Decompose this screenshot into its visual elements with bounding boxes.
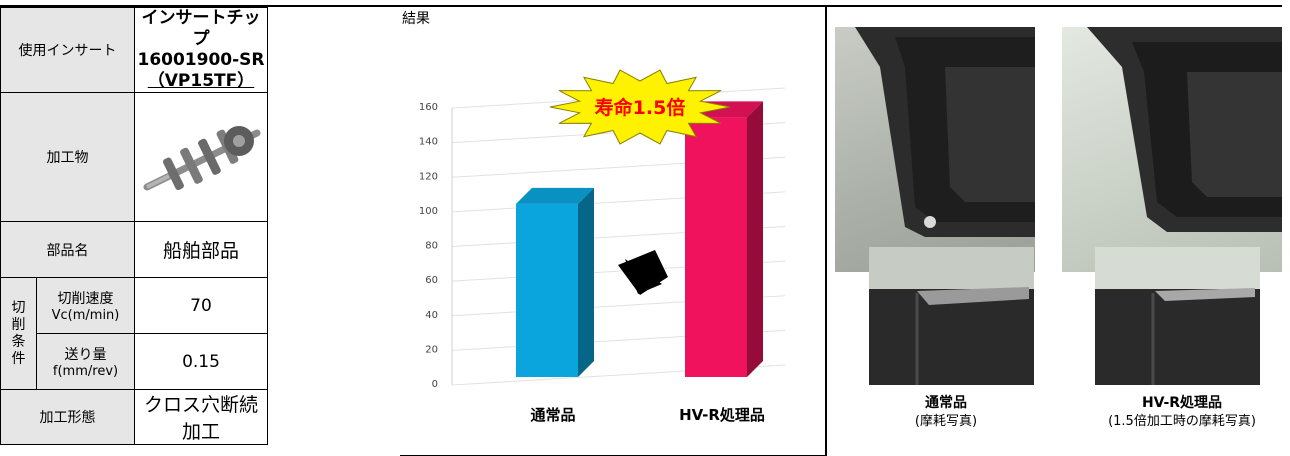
part-label: 部品名	[0, 221, 135, 278]
annotation: 寿命1.5倍	[549, 69, 731, 295]
normal-insert-edge-photo	[869, 247, 1034, 385]
insert-value-line-3: （VP15TF）	[147, 71, 255, 91]
speed-unit: Vc(m/min)	[51, 307, 120, 323]
y-tick-label: 120	[419, 171, 438, 182]
hvr-photo-caption: HV-R処理品 (1.5倍加工時の摩耗写真)	[1072, 394, 1290, 431]
cond-char-2: 削	[11, 316, 26, 333]
y-tick-label: 160	[419, 102, 438, 113]
bar-1-front	[516, 203, 578, 377]
y-tick-label: 140	[419, 137, 438, 148]
form-value: クロス穴断続加工	[134, 389, 268, 445]
speed-label-text: 切削速度	[57, 290, 114, 307]
feed-unit: f(mm/rev)	[52, 363, 119, 379]
normal-photo-caption: 通常品 (摩耗写真)	[846, 394, 1046, 431]
wear-photo-area: 通常品 (摩耗写真) HV-R処理品 (1.5倍加工時の摩耗写真)	[827, 7, 1282, 455]
spec-table: 使用インサート インサートチップ 16001900-SR （VP15TF） 加工…	[0, 7, 268, 445]
feed-label-text: 送り量	[64, 346, 107, 363]
bar-2-side	[747, 101, 763, 377]
bar-2-front	[685, 117, 747, 377]
y-tick-label: 100	[419, 206, 438, 217]
insert-label: 使用インサート	[0, 7, 135, 93]
annotation-text: 寿命1.5倍	[595, 96, 686, 119]
starburst-icon	[549, 69, 731, 145]
insert-value-line-1: インサートチップ	[141, 8, 261, 49]
cutting-conditions-label: 切 削 条 件	[0, 277, 37, 390]
workpiece-label: 加工物	[0, 92, 135, 222]
arrow-head-icon	[625, 259, 662, 294]
normal-caption-title: 通常品	[925, 395, 967, 411]
y-tick-label: 60	[425, 275, 438, 286]
cond-char-1: 切	[11, 299, 26, 316]
top-border	[0, 5, 1282, 7]
feed-value: 0.15	[134, 333, 268, 390]
y-tick-labels: 0 20 40 60 80 100 120 140 160	[419, 102, 438, 390]
y-tick-label: 80	[425, 241, 438, 252]
bar-1-side	[578, 187, 594, 377]
insert-value: インサートチップ 16001900-SR （VP15TF）	[134, 7, 268, 93]
feed-label: 送り量 f(mm/rev)	[36, 333, 135, 390]
form-label: 加工形態	[0, 389, 135, 445]
category-label: 通常品	[530, 406, 575, 424]
speed-value: 70	[134, 277, 268, 334]
y-tick-label: 0	[432, 379, 438, 390]
y-tick-label: 40	[425, 310, 438, 321]
insert-value-line-2: 16001900-SR	[137, 50, 265, 70]
category-label: HV-R処理品	[679, 406, 765, 424]
crankshaft-image	[143, 126, 260, 191]
hvr-caption-title: HV-R処理品	[1141, 395, 1223, 411]
speed-label: 切削速度 Vc(m/min)	[36, 277, 135, 334]
cond-char-4: 件	[11, 350, 26, 367]
normal-insert-top-photo	[835, 27, 1035, 272]
hvr-caption-sub: (1.5倍加工時の摩耗写真)	[1108, 414, 1256, 429]
bar-1-top	[516, 187, 594, 204]
y-tick-label: 20	[425, 344, 438, 355]
category-labels: 通常品 HV-R処理品	[530, 406, 764, 424]
hvr-insert-top-photo	[1062, 27, 1282, 272]
bars	[516, 101, 763, 377]
cond-char-3: 条	[11, 333, 26, 350]
normal-caption-sub: (摩耗写真)	[914, 414, 978, 429]
result-label: 結果	[402, 11, 430, 27]
hvr-insert-edge-photo	[1095, 247, 1260, 385]
part-value: 船舶部品	[134, 221, 268, 278]
workpiece-image	[134, 92, 268, 222]
result-chart: 0 20 40 60 80 100 120 140 160 通常品 HV-R処理品 寿命1.5倍	[419, 69, 786, 424]
